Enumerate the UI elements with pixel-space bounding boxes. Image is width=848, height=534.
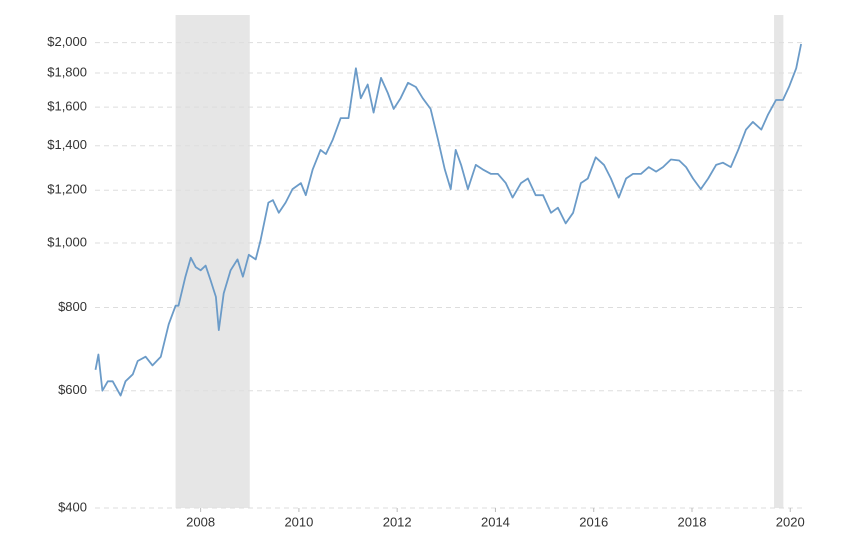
y-tick-label: $1,600 xyxy=(47,99,87,114)
y-tick-label: $800 xyxy=(58,299,87,314)
x-tick-label: 2010 xyxy=(284,514,313,529)
y-tick-label: $1,400 xyxy=(47,137,87,152)
y-tick-label: $1,000 xyxy=(47,234,87,249)
y-tick-label: $2,000 xyxy=(47,34,87,49)
y-tick-label: $400 xyxy=(58,499,87,514)
x-tick-label: 2018 xyxy=(678,514,707,529)
recession-band xyxy=(774,15,784,508)
x-tick-label: 2016 xyxy=(579,514,608,529)
y-tick-label: $1,200 xyxy=(47,182,87,197)
y-tick-label: $1,800 xyxy=(47,64,87,79)
y-tick-label: $600 xyxy=(58,382,87,397)
price-line xyxy=(94,43,802,397)
x-tick-label: 2008 xyxy=(186,514,215,529)
x-tick-label: 2020 xyxy=(776,514,805,529)
x-tick-label: 2014 xyxy=(481,514,510,529)
x-tick-label: 2012 xyxy=(383,514,412,529)
